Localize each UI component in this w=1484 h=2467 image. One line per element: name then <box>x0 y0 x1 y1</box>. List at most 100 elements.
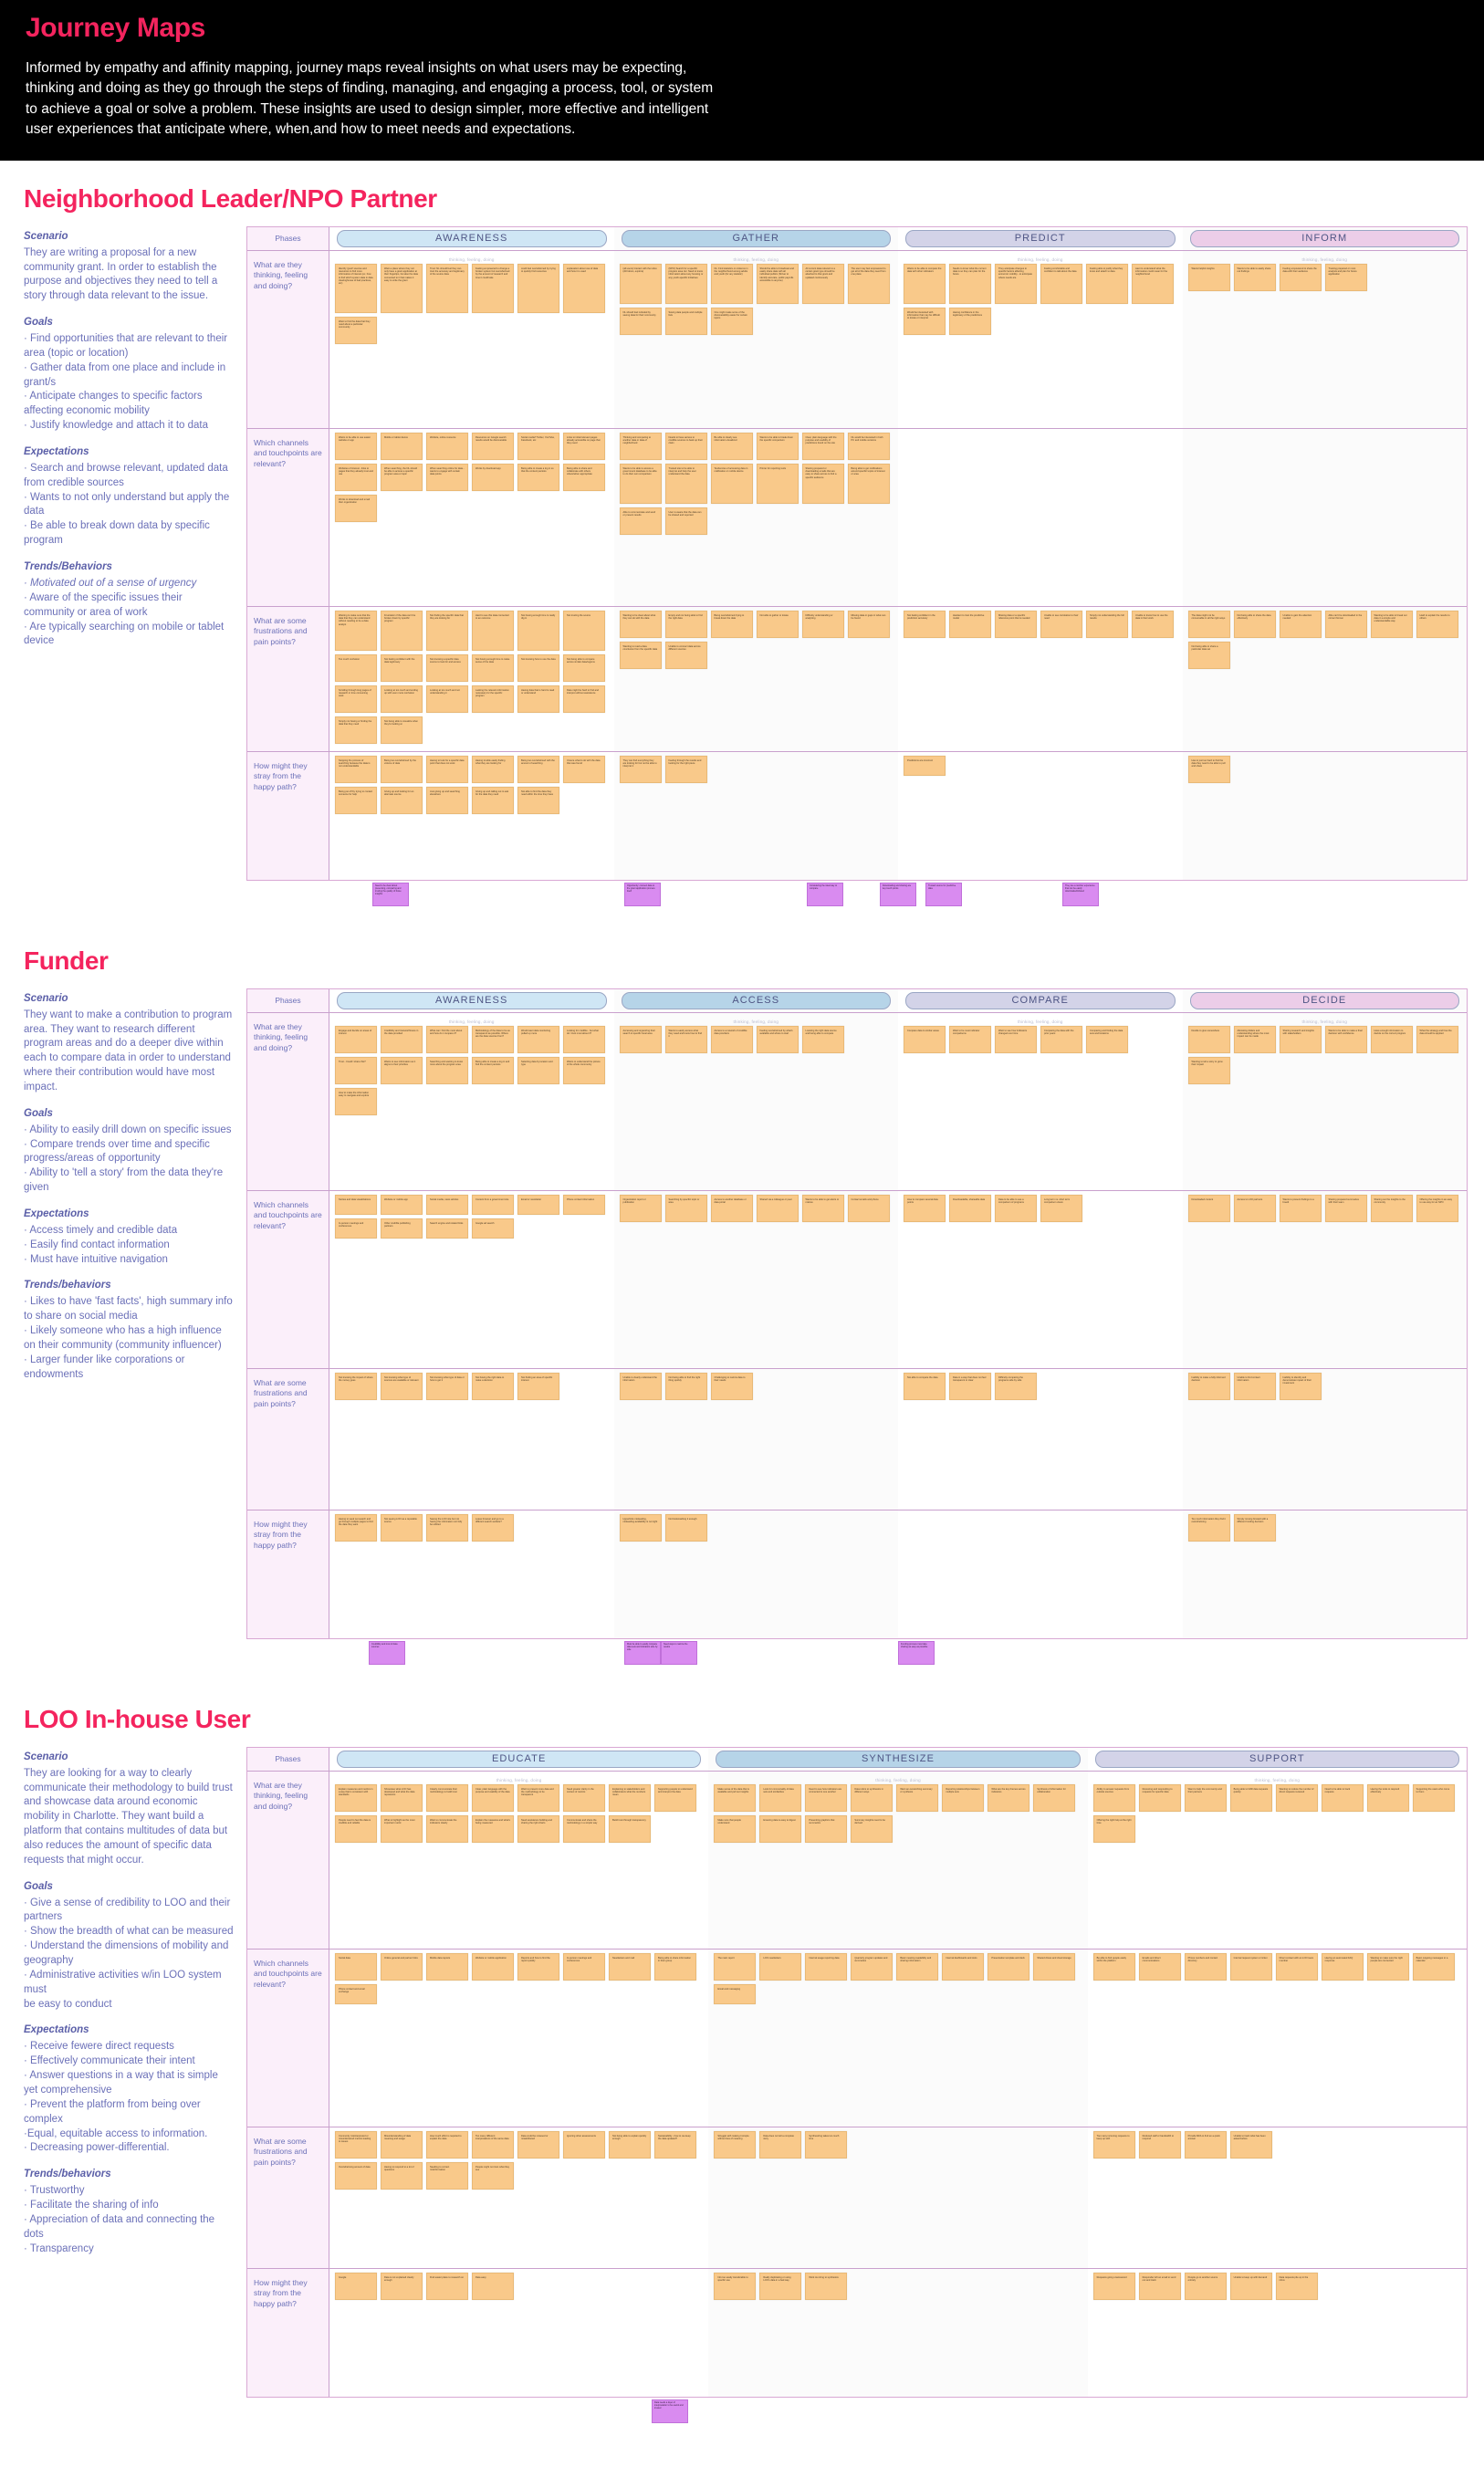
sticky-note[interactable]: Unable to know how to use the data in th… <box>1132 610 1174 638</box>
sticky-note[interactable]: Just giving up and searching elsewhere <box>426 786 468 814</box>
sticky-note[interactable]: Synthesizing takes too much time <box>805 2130 848 2159</box>
sticky-note[interactable]: Have enough information to decide on the… <box>1370 1025 1413 1053</box>
sticky-note[interactable]: Looking at too much and not understandin… <box>426 685 468 713</box>
sticky-note[interactable]: Needing to correct misinformation <box>426 2161 468 2190</box>
sticky-note[interactable]: Being able to get notifications around s… <box>847 463 890 504</box>
sticky-note[interactable]: Not feeling confident in the prediction … <box>904 610 946 638</box>
sticky-note[interactable]: Need assistance building and sharing the… <box>517 1814 559 1843</box>
sticky-note[interactable]: Website or mobile application <box>472 1952 514 1981</box>
sticky-note[interactable]: Predictions are incorrect <box>904 755 946 776</box>
sticky-note[interactable]: Methodology of the data to be as transpa… <box>472 1025 514 1053</box>
sticky-note[interactable]: Stories and data visualizations <box>335 1194 377 1215</box>
sticky-note[interactable]: Social media, news articles <box>426 1194 468 1215</box>
sticky-note[interactable]: Emails and direct communications <box>1138 1952 1181 1981</box>
sticky-note[interactable]: Simply moving forward with a different f… <box>1233 1513 1276 1542</box>
sticky-note[interactable]: Not able to compare the data <box>904 1372 946 1400</box>
sticky-note[interactable]: Scrolling through long pages of research… <box>335 685 377 713</box>
sticky-note[interactable]: Being put off by trying to contact someo… <box>335 786 377 814</box>
insight-note[interactable]: They are a number experience that can be… <box>1062 882 1099 906</box>
sticky-note[interactable]: Social data <box>335 1952 377 1981</box>
sticky-note[interactable]: Trusted site to be able to interpret and… <box>664 463 707 504</box>
sticky-note[interactable]: Needs to know what the current data is s… <box>949 263 991 304</box>
sticky-note[interactable]: Ability to answer requests from outside … <box>1092 1783 1135 1812</box>
sticky-note[interactable]: Commonly misinterpreted or misunderstood… <box>335 2130 377 2159</box>
sticky-note[interactable]: Internal dashboards and tools <box>942 1952 985 1981</box>
sticky-note[interactable]: Quarterly program updates and summaries <box>851 1952 894 1981</box>
sticky-note[interactable]: Not trusting the source <box>563 610 605 651</box>
sticky-note[interactable]: Find easier place to research on <box>426 2272 468 2300</box>
sticky-note[interactable]: Sustainability - how to we keep the data… <box>654 2130 696 2159</box>
sticky-note[interactable]: Offering the insights in an easy to use … <box>1416 1194 1458 1222</box>
sticky-note[interactable]: Want to find the data that they need abo… <box>335 316 377 344</box>
sticky-note[interactable]: Phone contact and email exchange <box>335 1983 377 2004</box>
sticky-note[interactable]: Search engine and related links <box>426 1218 468 1239</box>
sticky-note[interactable]: Wanting to read a data conclusion from t… <box>619 641 662 669</box>
sticky-note[interactable]: Compare data to similar areas <box>904 1025 946 1053</box>
sticky-note[interactable]: Being overwhelmed trying to break down t… <box>710 610 753 638</box>
sticky-note[interactable]: Wants to be able to get alerts or notice… <box>801 1194 844 1222</box>
sticky-note[interactable]: Not being able to find the right thing q… <box>664 1372 707 1400</box>
sticky-note[interactable]: Sharing prepared or downloading emails t… <box>801 463 844 504</box>
sticky-note[interactable]: Comparing and finding the data sets and … <box>1086 1025 1128 1053</box>
sticky-note[interactable]: Data could be misused or misattributed <box>517 2130 559 2159</box>
sticky-note[interactable]: Being too overwhelmed with the amount of… <box>517 755 559 783</box>
sticky-note[interactable]: Wants to see information as it aligns to… <box>381 1056 423 1084</box>
sticky-note[interactable]: Identify 'good' sources and resources to… <box>335 263 377 313</box>
sticky-note[interactable]: Frustration if the data can't be broken … <box>381 610 423 651</box>
sticky-note[interactable]: Offering the right help at the right tim… <box>1092 1814 1135 1843</box>
sticky-note[interactable]: Not being able to compare across similar… <box>563 653 605 682</box>
sticky-note[interactable]: When searching online for data - wants t… <box>426 463 468 491</box>
insight-note[interactable]: Opportunity: connect data to the grant a… <box>624 882 661 906</box>
sticky-note[interactable]: Synthesis of information for collaborati… <box>1033 1783 1076 1812</box>
sticky-note[interactable]: Hard to explain the results to others <box>1416 610 1458 638</box>
sticky-note[interactable]: Having trouble easily finding what they … <box>472 755 514 783</box>
insight-note[interactable]: Need ways to narrow the results <box>661 1640 697 1665</box>
phase-pill[interactable]: COMPARE <box>905 991 1176 1009</box>
sticky-note[interactable]: The user may feel empowered to get all o… <box>847 263 890 304</box>
sticky-note[interactable]: Being able to share and collaborate with… <box>563 463 605 491</box>
sticky-note[interactable]: Would be interested with information tha… <box>904 307 946 335</box>
sticky-note[interactable]: Want to see how indicators changed over … <box>995 1025 1037 1053</box>
insight-note[interactable]: Must be able to easily compare data sets… <box>624 1640 661 1665</box>
sticky-note[interactable]: Too many different interpretations of th… <box>472 2130 514 2159</box>
sticky-note[interactable]: Wants to be able to compare the data wit… <box>904 263 946 304</box>
sticky-note[interactable]: Feeling comfortable and confident to tal… <box>1040 263 1082 304</box>
phase-pill[interactable]: SYNTHESIZE <box>716 1750 1081 1768</box>
sticky-note[interactable]: Inability to make a fully informed decis… <box>1187 1372 1230 1400</box>
insight-note[interactable]: Trusted source for predictive data <box>925 882 962 906</box>
sticky-note[interactable]: Make sure that people understand <box>714 1814 757 1843</box>
insight-note[interactable]: Funding process must take sharing as eas… <box>898 1640 935 1665</box>
sticky-note[interactable]: Clear, plain language with the purpose a… <box>472 1783 514 1812</box>
sticky-note[interactable]: want to understand what the information … <box>1132 263 1174 304</box>
sticky-note[interactable]: Not knowing how to use the data <box>517 653 559 682</box>
sticky-note[interactable]: Trusting prepared or most analysis and p… <box>1324 263 1367 291</box>
sticky-note[interactable]: Access to a network of credible data pro… <box>710 1025 753 1053</box>
sticky-note[interactable]: Being too overwhelmed by the volume of d… <box>381 755 423 783</box>
sticky-note[interactable]: Not having enough time to really dig in <box>517 610 559 651</box>
sticky-note[interactable]: In-person meetings and conferences <box>335 1218 377 1239</box>
sticky-note[interactable]: Reporting relationships between multiple… <box>942 1783 985 1812</box>
sticky-note[interactable]: Want an overarching summary or synthesis <box>896 1783 939 1812</box>
sticky-note[interactable]: Mobile data reports <box>426 1952 468 1981</box>
sticky-note[interactable]: Data refers to synthesize in different w… <box>851 1783 894 1812</box>
sticky-note[interactable]: Data easy <box>472 2272 514 2300</box>
sticky-note[interactable]: Engage and decide on areas of interest <box>335 1025 377 1053</box>
sticky-note[interactable]: Simply not having or finding the data th… <box>335 716 377 744</box>
sticky-note[interactable]: Too many incoming requests to keep up wi… <box>1092 2130 1135 2159</box>
sticky-note[interactable]: Basic meeting readability and sharing in… <box>896 1952 939 1981</box>
insight-note[interactable]: Downloading and sharing are key touch po… <box>880 882 916 906</box>
sticky-note[interactable]: Presenting graphics that summarize <box>805 1814 848 1843</box>
sticky-note[interactable]: Wants to be able to make a final decisio… <box>1324 1025 1367 1053</box>
sticky-note[interactable]: Not knowing a specific data source to lo… <box>426 653 468 682</box>
sticky-note[interactable]: Giving up and looking for an alternate s… <box>381 786 423 814</box>
sticky-note[interactable]: Long term vs. short term comparison view… <box>1040 1194 1082 1222</box>
sticky-note[interactable]: Wanting to make sure the right people ar… <box>1366 1952 1409 1981</box>
sticky-note[interactable]: Feeling through the results and looking … <box>664 755 707 783</box>
sticky-note[interactable]: Challenging to narrow data to their need… <box>710 1372 753 1400</box>
sticky-note[interactable]: Wanting to be clear about what they can … <box>619 610 662 638</box>
sticky-note[interactable]: People go to another source entirely <box>1184 2272 1227 2300</box>
sticky-note[interactable]: Internal request system or ticket <box>1229 1952 1272 1981</box>
sticky-note[interactable]: Need to be able to track requests <box>1321 1783 1364 1812</box>
sticky-note[interactable]: Not being able to explain quickly enough <box>609 2130 651 2159</box>
sticky-note[interactable]: Not being able to share the data effecti… <box>1233 610 1276 638</box>
